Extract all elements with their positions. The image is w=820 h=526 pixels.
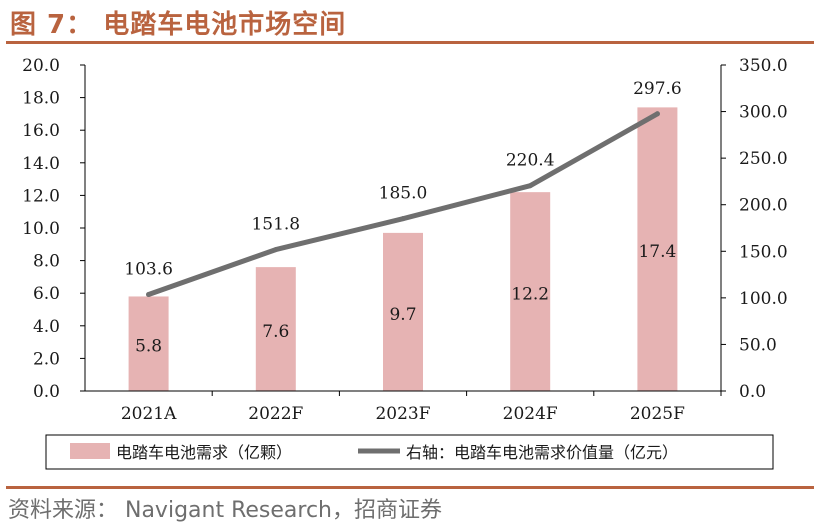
line-point-2024F [527, 183, 533, 189]
legend-label-line: 右轴：电踏车电池需求价值量（亿元） [406, 443, 678, 462]
source-note: 资料来源： Navigant Research，招商证券 [8, 498, 442, 523]
bar-value-label: 9.7 [389, 305, 416, 325]
title-divider [6, 41, 814, 44]
line-value-label: 220.4 [506, 151, 555, 171]
line-value-label: 185.0 [379, 184, 428, 204]
left-tick-label: 14.0 [22, 154, 60, 174]
left-tick-label: 4.0 [33, 317, 60, 337]
right-tick-label: 150.0 [739, 242, 788, 262]
legend-label-bar: 电踏车电池需求（亿颗） [116, 443, 292, 462]
right-tick-label: 0.0 [739, 382, 766, 402]
line-point-2025F [654, 111, 660, 117]
right-tick-label: 100.0 [739, 289, 788, 309]
right-tick-label: 50.0 [739, 335, 777, 355]
bar-2021A [128, 296, 169, 391]
right-tick-label: 300.0 [739, 103, 788, 123]
x-category-label: 2024F [503, 404, 558, 424]
x-category-label: 2023F [375, 404, 430, 424]
left-tick-label: 16.0 [22, 121, 60, 141]
line-value-label: 151.8 [251, 215, 300, 235]
line-point-2021A [146, 292, 152, 298]
left-tick-label: 12.0 [22, 186, 60, 206]
bar-2025F [637, 107, 678, 391]
right-tick-label: 250.0 [739, 149, 788, 169]
bar-2022F [255, 267, 296, 391]
left-tick-label: 20.0 [22, 56, 60, 76]
bar-value-label: 7.6 [262, 322, 289, 342]
left-tick-label: 18.0 [22, 89, 60, 109]
x-category-label: 2025F [630, 404, 685, 424]
bar-2023F [383, 232, 423, 391]
left-tick-label: 8.0 [33, 252, 60, 272]
line-point-2022F [273, 247, 279, 253]
right-tick-label: 350.0 [739, 56, 788, 76]
bar-2024F [510, 192, 551, 391]
left-tick-label: 0.0 [33, 382, 60, 402]
source-divider [6, 486, 814, 489]
bar-value-label: 5.8 [135, 337, 162, 357]
left-tick-label: 6.0 [33, 284, 60, 304]
line-value-label: 103.6 [124, 260, 173, 280]
bar-value-label: 12.2 [511, 285, 549, 305]
bar-line-chart: 0.0 2.0 4.0 6.0 8.0 10.0 12.0 14.0 16.0 18.0 20.0 0… [22, 56, 788, 470]
line-point-2023F [400, 216, 406, 222]
left-tick-label: 2.0 [33, 349, 60, 369]
bar-value-label: 17.4 [638, 242, 676, 262]
line-value-label: 297.6 [633, 79, 682, 99]
x-category-label: 2022F [248, 404, 303, 424]
right-tick-label: 200.0 [739, 196, 788, 216]
x-category-label: 2021A [121, 404, 177, 424]
legend-swatch-bar [70, 443, 110, 459]
figure-title: 图 7： 电踏车电池市场空间 [10, 10, 347, 40]
left-tick-label: 10.0 [22, 219, 60, 239]
legend-box [45, 434, 774, 470]
